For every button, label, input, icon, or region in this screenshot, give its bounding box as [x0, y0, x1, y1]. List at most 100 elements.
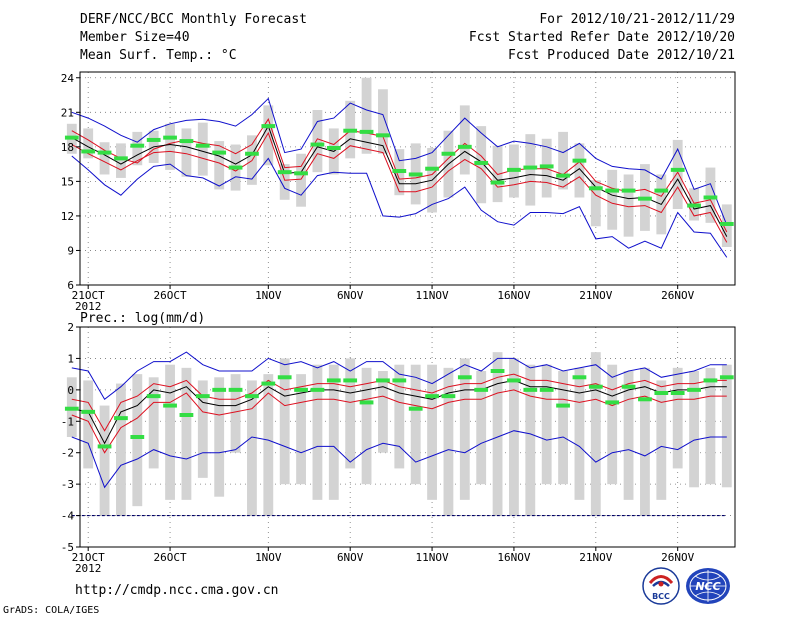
temp-median-marker [228, 165, 243, 170]
prec-median-marker [539, 387, 554, 392]
temp-median-marker [310, 142, 325, 147]
temp-ytick-label: 9 [67, 244, 74, 257]
prec-spread-box [165, 364, 175, 500]
prec-spread-box [214, 377, 225, 497]
prec-median-marker [441, 394, 456, 399]
temp-xtick-label: 11NOV [416, 289, 449, 302]
prec-xtick-label: 16NOV [497, 551, 530, 564]
prec-spread-box [558, 371, 568, 485]
bcc-logo: BCC [642, 567, 680, 605]
temp-median-marker [163, 135, 177, 140]
temp-series-min-line [71, 155, 728, 258]
temp-spread-box [378, 89, 388, 154]
prec-spread-box [197, 380, 208, 478]
prec-median-marker [490, 369, 505, 373]
prec-median-marker [654, 391, 669, 395]
temp-median-marker [605, 188, 620, 193]
prec-spread-box [116, 383, 126, 516]
prec-spread-box [263, 374, 274, 516]
prec-median-marker [572, 375, 587, 380]
prec-median-marker [359, 400, 374, 405]
prec-median-marker [130, 435, 145, 439]
temp-median-marker [539, 164, 554, 169]
prec-spread-box [378, 371, 388, 453]
temp-median-marker [294, 171, 308, 176]
temp-ytick-label: 6 [67, 279, 74, 292]
prec-spread-box [132, 374, 143, 507]
prec-series-max-line [71, 351, 727, 401]
source-url[interactable]: http://cmdp.ncc.cma.gov.cn [75, 583, 279, 598]
temp-median-marker [359, 129, 374, 134]
prec-ytick-label: -1 [61, 415, 74, 428]
temp-median-marker [719, 221, 734, 226]
prec-median-marker [621, 384, 636, 389]
prec-spread-box [492, 352, 503, 516]
prec-spread-box [623, 371, 634, 500]
temp-xtick-label: 1NOV [255, 289, 282, 302]
prec-spread-box [705, 367, 716, 485]
prec-xtick-label: 26NOV [661, 551, 694, 564]
grads-credit: GrADS: COLA/IGES [3, 605, 100, 616]
temp-median-marker [654, 188, 669, 193]
temp-median-marker [490, 180, 505, 185]
temp-median-marker [638, 196, 652, 201]
temp-xtick-label: 21OCT [72, 289, 105, 302]
temp-spread-box [116, 143, 126, 178]
temp-median-marker [687, 203, 701, 208]
temp-spread-box [165, 123, 175, 170]
temp-median-marker [261, 124, 276, 129]
prec-series-mean-line [71, 379, 727, 445]
bcc-logo-text: BCC [652, 592, 670, 601]
prec-spread-box [345, 358, 356, 469]
prec-median-marker [457, 375, 472, 380]
temp-series-max-line [71, 97, 728, 226]
prec-xtick-label: 1NOV [255, 551, 282, 564]
temp-median-marker [572, 158, 587, 163]
prec-spread-box [230, 374, 241, 453]
prec-plot-frame [79, 326, 736, 548]
prec-spread-box [247, 380, 257, 516]
temp-series-lower-line [71, 131, 728, 243]
temp-spread-box [574, 143, 585, 198]
prec-spread-box [721, 364, 732, 488]
temp-median-marker [556, 173, 570, 178]
prec-median-marker [114, 416, 128, 421]
prec-median-marker [81, 409, 96, 414]
prec-median-marker [605, 400, 620, 405]
prec-median-marker [163, 403, 177, 408]
prec-spread-box [296, 374, 306, 485]
prec-xtick-label: 26OCT [154, 551, 187, 564]
temp-median-marker [670, 167, 685, 172]
temp-median-marker [64, 135, 79, 140]
prec-spread-box [689, 371, 699, 488]
prec-median-marker [97, 444, 112, 449]
prec-spread-box [279, 358, 290, 485]
temp-spread-box [459, 105, 470, 175]
prec-spread-box [181, 367, 192, 500]
temp-xtick-label: 26NOV [661, 289, 694, 302]
temp-median-marker [376, 133, 390, 138]
temp-spread-box [558, 131, 568, 190]
header-produced-date: Fcst Produced Date 2012/10/21 [508, 48, 735, 63]
prec-spread-box [83, 380, 94, 469]
temp-xtick-label: 21NOV [579, 289, 612, 302]
temp-median-marker [179, 139, 194, 144]
header-variable: Mean Surf. Temp.: °C [80, 48, 237, 63]
prec-spread-box [410, 364, 421, 485]
prec-median-marker [670, 391, 685, 395]
prec-ytick-label: 2 [67, 321, 74, 334]
prec-ytick-label: 1 [67, 352, 74, 365]
prec-spread-box [459, 358, 470, 500]
prec-median-marker [425, 394, 439, 399]
temp-xtick-label: 26OCT [154, 289, 187, 302]
prec-median-marker [310, 387, 325, 392]
temp-ytick-label: 24 [61, 72, 75, 85]
temp-xtick-label: 16NOV [497, 289, 530, 302]
temp-spread-box [623, 174, 634, 237]
prec-median-marker [245, 394, 259, 399]
temp-spread-box [296, 153, 306, 207]
prec-spread-box [541, 364, 552, 485]
temp-median-marker [245, 151, 259, 156]
prec-median-marker [392, 378, 407, 383]
